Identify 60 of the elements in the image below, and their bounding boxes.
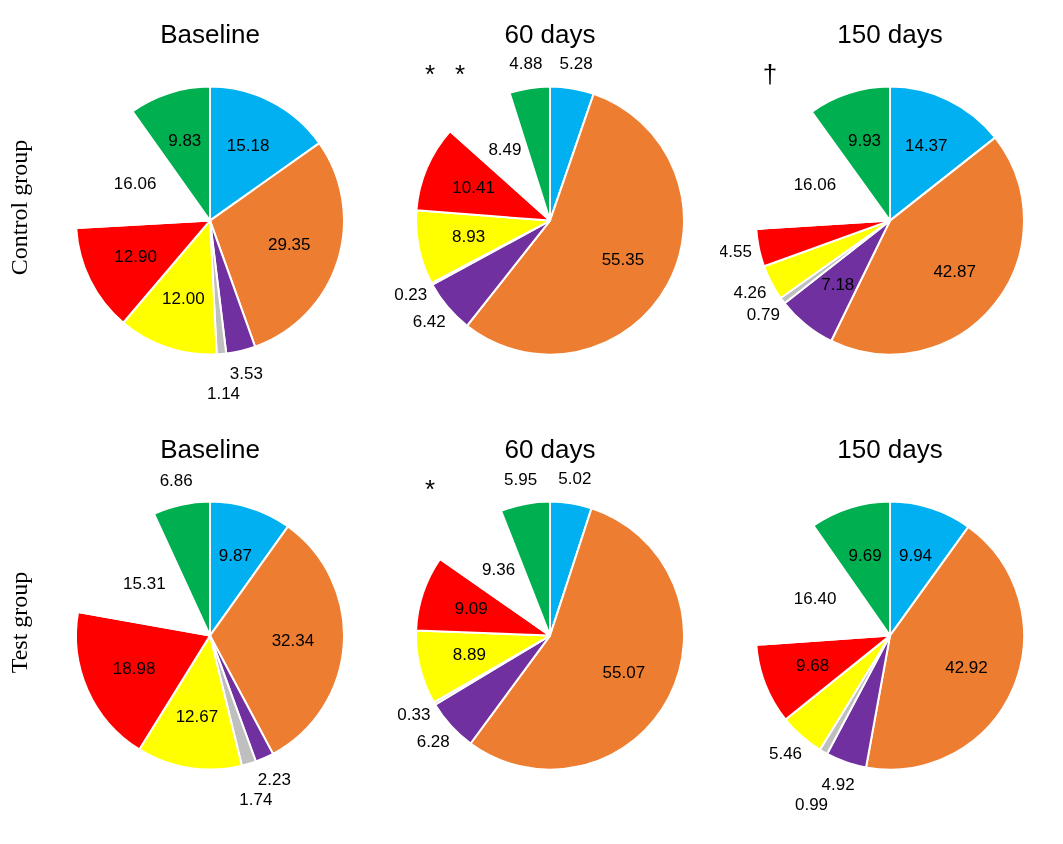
chart-title: 150 days (837, 433, 943, 464)
chart-title: 60 days (504, 433, 596, 464)
data-label: 16.40 (793, 589, 837, 609)
data-label: 4.88 (509, 54, 543, 74)
data-label: 12.90 (114, 247, 157, 267)
data-label: 0.99 (794, 794, 829, 814)
text: Test group (6, 571, 34, 674)
data-label: 7.18 (821, 274, 855, 294)
data-label: 16.06 (793, 174, 837, 194)
chart-title: Baseline (160, 433, 260, 464)
chart-title: Baseline (160, 18, 260, 49)
data-label: 9.69 (848, 546, 882, 566)
data-label: 15.18 (226, 136, 270, 156)
data-label: 5.46 (768, 743, 803, 763)
data-label: 8.93 (452, 227, 486, 247)
data-label: 8.49 (488, 140, 522, 160)
data-label: 6.42 (412, 312, 446, 332)
data-label: 9.87 (218, 546, 252, 566)
data-label: 6.28 (416, 731, 450, 751)
text: * (424, 59, 436, 90)
data-label: 55.35 (601, 250, 645, 270)
data-label: 4.26 (733, 283, 767, 303)
data-label: 9.83 (168, 131, 202, 151)
data-label: 1.14 (206, 384, 241, 404)
data-label: 9.94 (898, 546, 933, 566)
data-label: 3.53 (229, 364, 263, 384)
data-label: 0.79 (746, 304, 780, 324)
data-label: 18.98 (112, 659, 156, 679)
data-label: 29.35 (267, 235, 311, 255)
data-label: 9.09 (454, 598, 488, 618)
text: † (762, 59, 778, 90)
data-label: 12.67 (175, 707, 219, 727)
data-label: 2.23 (257, 769, 291, 789)
data-label: 6.86 (159, 470, 193, 490)
text: * (454, 59, 466, 90)
data-label: 42.87 (933, 262, 976, 282)
data-label: 9.36 (481, 560, 516, 580)
text: Control group (6, 139, 34, 276)
data-label: 4.92 (821, 774, 855, 794)
data-label: 12.00 (162, 288, 205, 308)
text: * (424, 474, 436, 505)
data-label: 5.28 (559, 54, 593, 74)
data-label: 5.95 (504, 470, 538, 490)
data-label: 8.89 (452, 645, 486, 665)
data-label: 55.07 (602, 663, 646, 683)
data-label: 14.37 (904, 135, 948, 155)
data-label: 0.23 (394, 284, 428, 304)
data-label: 9.93 (847, 131, 882, 151)
data-label: 42.92 (945, 657, 988, 677)
data-label: 16.06 (113, 174, 157, 194)
data-label: 0.33 (397, 705, 431, 725)
data-label: 10.41 (452, 177, 495, 197)
data-label: 1.74 (239, 789, 273, 809)
data-label: 5.02 (558, 469, 592, 489)
data-label: 32.34 (271, 630, 315, 650)
data-label: 4.55 (718, 242, 752, 262)
data-label: 15.31 (123, 574, 166, 594)
data-label: 9.68 (796, 655, 830, 675)
chart-title: 150 days (837, 18, 943, 49)
chart-title: 60 days (504, 18, 596, 49)
